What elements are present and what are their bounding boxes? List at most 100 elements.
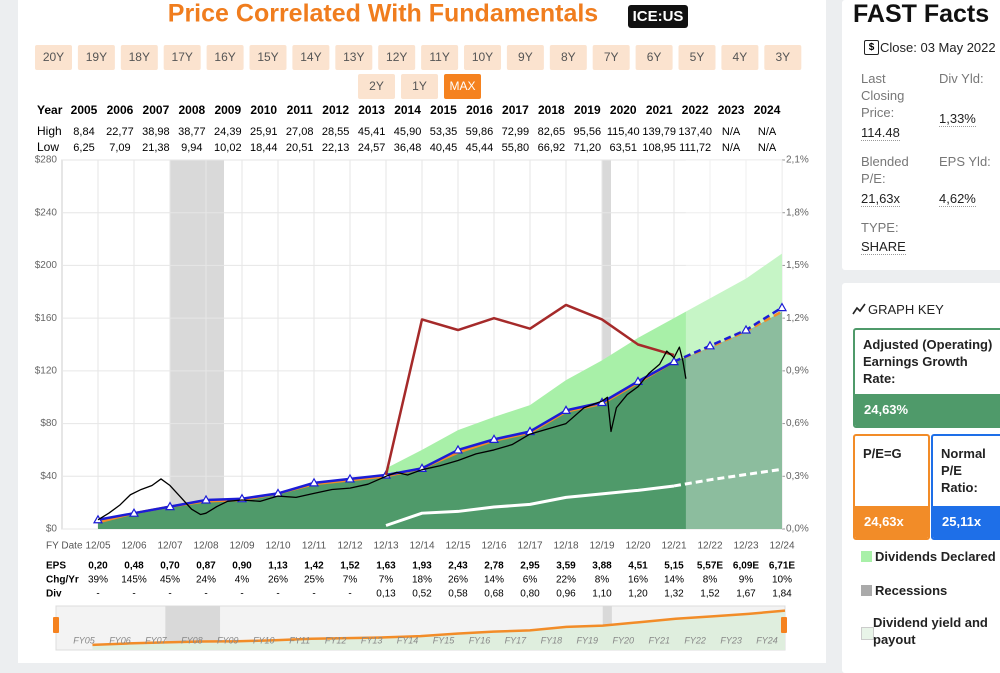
range-button-label[interactable]: 9Y (518, 50, 533, 64)
ticker-badge (628, 5, 688, 28)
marker (740, 324, 752, 334)
range-button-label[interactable]: 20Y (43, 50, 64, 64)
div-value: 0,58 (448, 589, 468, 600)
low: N/A (758, 142, 777, 154)
key-label: Adjusted (Operating) Earnings Growth Rat… (863, 337, 993, 386)
range-button[interactable] (592, 45, 630, 70)
range-button-label[interactable]: 19Y (86, 50, 107, 64)
y2-tick-label: 1,8% (786, 207, 809, 218)
x-tick-label: 12/13 (373, 541, 398, 552)
range-button-label[interactable]: MAX (449, 79, 475, 93)
range-button-label[interactable]: 18Y (129, 50, 150, 64)
chg-value: 45% (160, 575, 180, 586)
range-button[interactable] (635, 45, 673, 70)
range-button-label[interactable]: 1Y (412, 79, 427, 93)
range-button-label[interactable]: 16Y (214, 50, 235, 64)
div-value: 1,52 (700, 589, 720, 600)
x-tick-label: 12/23 (733, 541, 758, 552)
navigator-handle[interactable] (53, 617, 59, 633)
y-tick-label: $200 (35, 260, 58, 271)
range-button[interactable] (335, 45, 373, 70)
year: 2019 (574, 103, 601, 117)
range-button[interactable] (721, 45, 759, 70)
range-button[interactable] (378, 45, 416, 70)
row-label: Chg/Yr (46, 575, 79, 586)
value: SHARE (861, 239, 906, 255)
range-button[interactable] (120, 45, 158, 70)
range-button[interactable] (163, 45, 201, 70)
x-tick-label: 12/24 (769, 541, 794, 552)
navigator-handle[interactable] (781, 617, 787, 633)
eps-value: 5,57E (697, 561, 723, 572)
range-button-label[interactable]: 7Y (604, 50, 619, 64)
high: 24,39 (214, 126, 242, 138)
range-button[interactable] (678, 45, 716, 70)
marker (164, 501, 176, 511)
icon (852, 303, 866, 315)
range-button-label[interactable]: 8Y (561, 50, 576, 64)
range-button-label[interactable]: 10Y (472, 50, 493, 64)
chg-value: 14% (664, 575, 684, 586)
y2-tick-label: 1,2% (786, 313, 809, 324)
year: 2007 (143, 103, 170, 117)
range-button[interactable] (206, 45, 244, 70)
range-button-label[interactable]: 6Y (647, 50, 662, 64)
range-button[interactable] (549, 45, 587, 70)
div-value: 0,52 (412, 589, 432, 600)
low: 45,44 (466, 142, 494, 154)
chg-value: 25% (304, 575, 324, 586)
chg-value: 22% (556, 575, 576, 586)
range-button[interactable] (764, 45, 802, 70)
series-line (384, 303, 675, 476)
range-button[interactable] (35, 45, 72, 70)
div-value: - (204, 589, 207, 600)
range-button-label[interactable]: 15Y (257, 50, 278, 64)
high: 53,35 (430, 126, 458, 138)
range-button-label[interactable]: 14Y (300, 50, 321, 64)
legend-label: Dividend yield and payout (873, 615, 988, 647)
range-button-label[interactable]: 17Y (172, 50, 193, 64)
range-button[interactable] (421, 45, 459, 70)
eps-value: 6,09E (733, 561, 759, 572)
y2-tick-label: 0,9% (786, 365, 809, 376)
range-button[interactable] (77, 45, 115, 70)
range-button[interactable] (292, 45, 330, 70)
year: 2022 (682, 103, 709, 117)
year: 2010 (250, 103, 277, 117)
range-button[interactable] (506, 45, 544, 70)
range-button-label[interactable]: 4Y (733, 50, 748, 64)
range-button-label[interactable]: 12Y (386, 50, 407, 64)
chg-value: 9% (739, 575, 754, 586)
recession (170, 160, 224, 529)
range-button[interactable] (401, 74, 438, 99)
range-button[interactable] (444, 74, 481, 99)
label: Last Closing Price: (861, 71, 905, 120)
low: 21,38 (142, 142, 170, 154)
range-button[interactable] (464, 45, 501, 70)
x-tick-label: 12/20 (625, 541, 650, 552)
range-button-label[interactable]: 3Y (775, 50, 790, 64)
navigator-label: FY13 (361, 635, 383, 645)
marker (704, 340, 716, 350)
y2-tick-label: 2,1% (786, 155, 809, 166)
marker (344, 473, 356, 483)
eps-value: 0,87 (196, 561, 216, 572)
chg-value: 26% (268, 575, 288, 586)
swatch (861, 585, 872, 596)
navigator-label: FY12 (325, 635, 347, 645)
range-button[interactable] (358, 74, 395, 99)
range-button-label[interactable]: 5Y (690, 50, 705, 64)
chg-value: 26% (448, 575, 468, 586)
high: 22,77 (106, 126, 134, 138)
chg-value: 10% (772, 575, 792, 586)
navigator-label: FY17 (505, 635, 528, 645)
range-button-label[interactable]: 13Y (343, 50, 364, 64)
label: TYPE: (861, 220, 899, 235)
key-value: 24,63x (864, 514, 904, 529)
range-button-label[interactable]: 2Y (369, 79, 384, 93)
div-value: 1,84 (772, 589, 792, 600)
low: 111,72 (679, 142, 711, 154)
range-button-label[interactable]: 11Y (429, 50, 449, 64)
range-button[interactable] (249, 45, 287, 70)
